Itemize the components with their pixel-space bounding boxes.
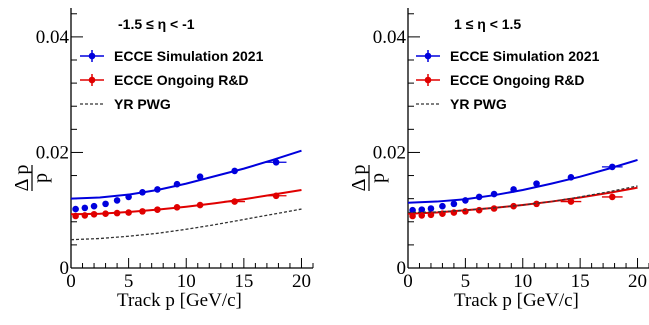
data-point xyxy=(608,193,616,201)
y-axis-label-denominator: p xyxy=(30,173,52,183)
legend-entry-label: YR PWG xyxy=(114,96,171,112)
data-point xyxy=(154,206,161,213)
series-3 xyxy=(70,208,302,241)
data-point xyxy=(608,163,616,171)
data-point xyxy=(154,186,161,193)
y-tick-label: 0 xyxy=(60,258,70,279)
legend-entry-label: YR PWG xyxy=(450,96,507,112)
series-curve-dashed xyxy=(407,185,638,214)
legend-marker-dot xyxy=(424,52,432,60)
legend: ECCE Simulation 2021 ECCE Ongoing R&D YR P… xyxy=(416,48,600,112)
data-point xyxy=(475,206,483,214)
y-tick-label: 0.04 xyxy=(36,27,70,48)
series-1 xyxy=(407,159,638,214)
data-point xyxy=(490,190,498,198)
series-3 xyxy=(407,185,638,214)
data-point xyxy=(427,205,435,212)
data-point xyxy=(427,211,435,219)
y-tick-label: 0.04 xyxy=(373,27,407,48)
data-point xyxy=(102,200,109,208)
data-point xyxy=(418,212,426,219)
x-tick-label: 10 xyxy=(177,271,196,292)
data-point xyxy=(567,173,575,181)
series-fit-line xyxy=(70,189,302,216)
x-tick-label: 5 xyxy=(124,271,134,292)
data-point xyxy=(125,193,132,201)
data-point xyxy=(173,204,181,211)
data-point xyxy=(72,212,79,220)
data-point xyxy=(462,197,469,204)
series-2 xyxy=(70,189,302,220)
data-point xyxy=(462,208,469,215)
chart-panel-2: 0 5 10 15 20 0 0.02 0.04 Track p [GeV/c] Δ pp 1 ≤ … xyxy=(348,8,649,311)
data-point xyxy=(439,202,446,210)
data-point xyxy=(196,201,204,209)
x-tick-label: 10 xyxy=(513,271,532,292)
x-tick-label: 20 xyxy=(292,271,311,292)
x-tick-label: 20 xyxy=(628,271,647,292)
data-point xyxy=(272,192,280,200)
legend-marker-dot xyxy=(424,76,432,84)
data-point xyxy=(139,189,146,196)
y-axis-label-numerator: Δ p xyxy=(348,165,370,192)
series-fit-line xyxy=(70,149,302,200)
data-point xyxy=(533,180,540,187)
data-point xyxy=(102,210,109,217)
series-1 xyxy=(70,149,302,213)
y-tick-label: 0 xyxy=(397,258,407,279)
y-axis-label-denominator: p xyxy=(367,173,389,183)
series-curve-dashed xyxy=(70,208,302,241)
data-point xyxy=(90,210,98,218)
x-tick-label: 15 xyxy=(234,271,253,292)
y-tick-label: 0.02 xyxy=(373,142,406,163)
legend-entry-label: ECCE Simulation 2021 xyxy=(450,48,600,64)
data-point xyxy=(231,167,238,175)
data-point xyxy=(533,200,540,208)
data-point xyxy=(231,198,238,205)
data-point xyxy=(113,197,121,204)
panel-title: 1 ≤ η < 1.5 xyxy=(454,16,521,32)
data-point xyxy=(567,198,575,205)
data-point xyxy=(196,173,204,181)
x-axis-label: Track p [GeV/c] xyxy=(454,290,579,311)
data-point xyxy=(418,206,426,213)
x-tick-label: 0 xyxy=(403,271,413,292)
series-fit-line xyxy=(407,159,638,204)
legend: ECCE Simulation 2021 ECCE Ongoing R&D YR P… xyxy=(80,48,264,112)
data-point xyxy=(475,193,483,201)
data-point xyxy=(409,212,416,220)
panel-title: -1.5 ≤ η < -1 xyxy=(118,16,195,32)
data-point xyxy=(139,208,146,215)
data-point xyxy=(81,204,89,212)
data-point xyxy=(72,205,79,213)
y-axis-label: Δ pp xyxy=(348,165,389,192)
data-point xyxy=(173,180,181,188)
x-tick-label: 0 xyxy=(66,271,76,292)
x-tick-label: 5 xyxy=(461,271,471,292)
legend-entry-label: ECCE Ongoing R&D xyxy=(450,72,585,88)
data-point xyxy=(81,212,89,219)
y-tick-label: 0.02 xyxy=(36,142,69,163)
y-axis-label: Δ pp xyxy=(11,165,52,192)
data-point xyxy=(90,202,98,210)
chart-panel-1: 0 5 10 15 20 0 0.02 0.04 Track p [GeV/c] Δ pp -1.5… xyxy=(11,8,314,311)
data-point xyxy=(450,200,458,208)
data-point xyxy=(113,209,121,217)
x-axis-label: Track p [GeV/c] xyxy=(117,290,242,311)
data-point xyxy=(125,209,132,216)
data-point xyxy=(450,209,458,216)
data-point xyxy=(272,158,280,166)
x-tick-label: 15 xyxy=(571,271,590,292)
y-axis-label-numerator: Δ p xyxy=(11,165,33,192)
legend-entry-label: ECCE Ongoing R&D xyxy=(114,72,249,88)
data-point xyxy=(510,186,517,193)
legend-marker-dot xyxy=(88,76,96,84)
legend-marker-dot xyxy=(88,52,96,60)
legend-entry-label: ECCE Simulation 2021 xyxy=(114,48,264,64)
